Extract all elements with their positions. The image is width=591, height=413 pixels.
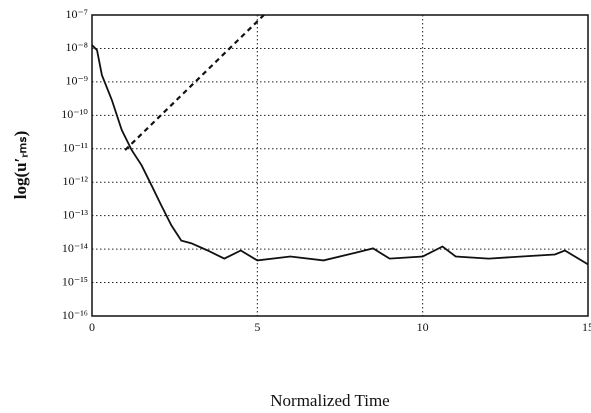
plot-frame [91, 14, 589, 317]
y-tick-label: 10⁻¹⁵ [62, 274, 88, 288]
y-tick-label: 10⁻¹⁶ [62, 308, 88, 322]
y-tick-label: 10⁻⁹ [65, 74, 88, 88]
y-tick-label: 10⁻¹⁴ [62, 241, 88, 255]
y-tick-label: 10⁻¹² [62, 174, 88, 188]
y-tick-label: 10⁻¹⁰ [61, 107, 88, 121]
x-axis-label: Normalized Time [270, 391, 389, 410]
x-tick-label: 5 [254, 320, 260, 334]
x-tick-label: 15 [582, 320, 591, 334]
line-series [91, 44, 589, 266]
y-tick-label: 10⁻⁷ [65, 7, 88, 21]
y-tick-label: 10⁻¹³ [62, 207, 88, 221]
x-tick-label: 10 [417, 320, 429, 334]
line-series [124, 14, 265, 151]
y-axis-label: log(u′ᵣₘₛ) [11, 131, 30, 200]
x-tick-label: 0 [89, 320, 95, 334]
y-tick-label: 10⁻⁸ [65, 40, 88, 54]
y-tick-label: 10⁻¹¹ [62, 141, 88, 155]
